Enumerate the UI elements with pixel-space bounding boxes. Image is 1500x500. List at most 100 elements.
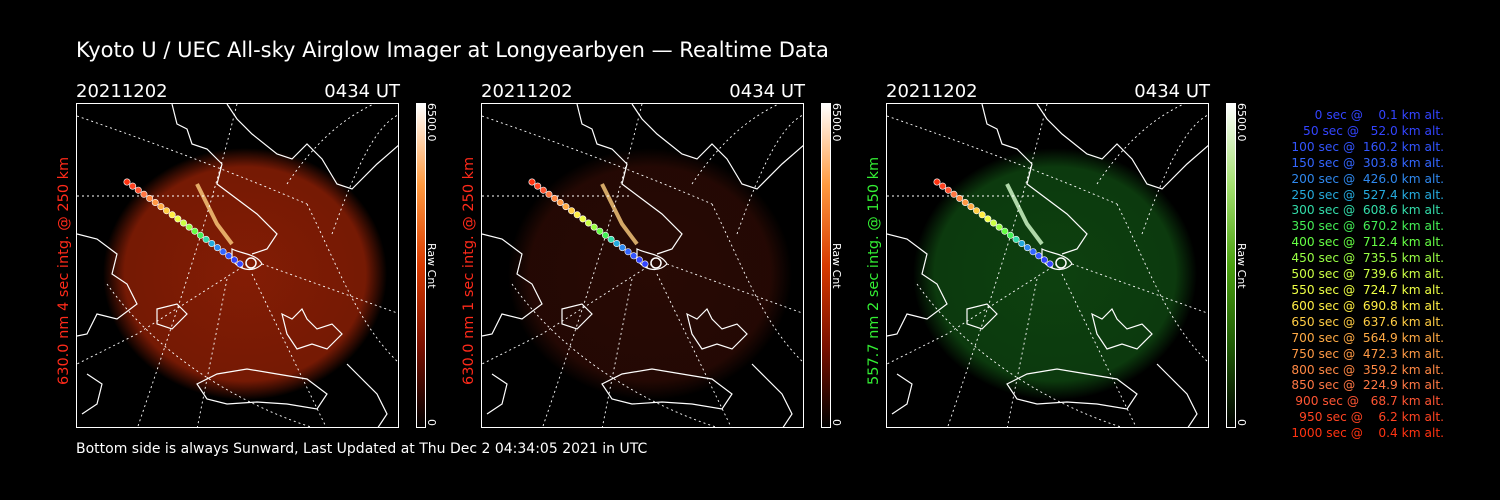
panel-2-time: 0434 UT [729, 81, 805, 102]
panel-3-allsky-image [886, 103, 1209, 428]
panel-1-colorbar-min: 0 [425, 419, 438, 426]
trajectory-point [995, 223, 1003, 231]
panel-3-colorbar-max: 6500.0 [1235, 103, 1248, 142]
trajectory-point [1012, 235, 1020, 243]
trajectory-point [180, 219, 188, 227]
legend-row: 650 sec @ 637.6 km alt. [1287, 314, 1444, 329]
trajectory-point [225, 252, 233, 260]
legend-row: 100 sec @ 160.2 km alt. [1287, 139, 1444, 154]
legend-row: 900 sec @ 68.7 km alt. [1291, 394, 1444, 409]
map-drawing [887, 104, 1208, 427]
trajectory-point [950, 190, 958, 198]
trajectory-point [146, 194, 154, 202]
panel-3-time: 0434 UT [1134, 81, 1210, 102]
panel-2-side-label: 630.0 nm 1 sec intg. @ 250 km [461, 156, 477, 385]
legend-row: 200 sec @ 426.0 km alt. [1287, 171, 1444, 186]
panel-1-time: 0434 UT [324, 81, 400, 102]
trajectory-point [601, 231, 609, 239]
legend-row: 50 sec @ 52.0 km alt. [1295, 123, 1444, 138]
legend-row: 0 sec @ 0.1 km alt. [1303, 108, 1444, 122]
legend-row: 150 sec @ 303.8 km alt. [1287, 155, 1444, 170]
panel-1-colorbar-unit: Raw Cnt [425, 243, 438, 289]
trajectory-point [568, 207, 576, 215]
page-title: Kyoto U / UEC All-sky Airglow Imager at … [76, 38, 829, 62]
trajectory-legend: 0 sec @ 0.1 km alt. 50 sec @ 52.0 km alt… [1262, 108, 1444, 442]
trajectory-point [134, 186, 142, 194]
panel-3-side-label: 557.7 nm 2 sec intg. @ 150 km [866, 156, 882, 385]
trajectory-point [213, 244, 221, 252]
panel-1-colorbar-max: 6500.0 [425, 103, 438, 142]
legend-row: 750 sec @ 472.3 km alt. [1287, 346, 1444, 361]
legend-row: 550 sec @ 724.7 km alt. [1287, 282, 1444, 297]
trajectory-point [1006, 231, 1014, 239]
trajectory-point [157, 203, 165, 211]
legend-row: 700 sec @ 564.9 km alt. [1287, 330, 1444, 345]
aurora-streak [1005, 183, 1044, 246]
trajectory-point [191, 227, 199, 235]
station-marker [245, 257, 257, 269]
panel-2-allsky-image [481, 103, 804, 428]
panel-3-date: 20211202 [886, 81, 978, 102]
trajectory-point [1029, 248, 1037, 256]
trajectory-point [630, 252, 638, 260]
trajectory-point [140, 190, 148, 198]
trajectory-point [944, 186, 952, 194]
trajectory-point [163, 207, 171, 215]
trajectory-point [534, 182, 542, 190]
panel-3-colorbar-min: 0 [1235, 419, 1248, 426]
panel-1-date: 20211202 [76, 81, 168, 102]
panel-2-date: 20211202 [481, 81, 573, 102]
trajectory-point [528, 178, 536, 186]
legend-row: 800 sec @ 359.2 km alt. [1287, 362, 1444, 377]
legend-row: 1000 sec @ 0.4 km alt. [1291, 426, 1444, 441]
trajectory-point [562, 203, 570, 211]
panel-3-colorbar [1226, 103, 1236, 428]
panel-2-colorbar-unit: Raw Cnt [830, 243, 843, 289]
trajectory-point [573, 211, 581, 219]
trajectory-point [618, 244, 626, 252]
legend-row: 950 sec @ 6.2 km alt. [1295, 410, 1444, 425]
trajectory-point [1023, 244, 1031, 252]
trajectory-point [539, 186, 547, 194]
station-marker [1055, 257, 1067, 269]
trajectory-point [1018, 240, 1026, 248]
airglow-field [103, 148, 387, 400]
trajectory-point [545, 190, 553, 198]
map-drawing [77, 104, 398, 427]
trajectory-point [579, 215, 587, 223]
trajectory-point [635, 256, 643, 264]
map-drawing [482, 104, 803, 427]
trajectory-point [641, 260, 649, 268]
panel-1-side-label: 630.0 nm 4 sec intg. @ 250 km [56, 156, 72, 385]
panel-2-colorbar [821, 103, 831, 428]
trajectory-point [590, 223, 598, 231]
trajectory-point [230, 256, 238, 264]
trajectory-point [129, 182, 137, 190]
trajectory-point [939, 182, 947, 190]
panel-3-colorbar-unit: Raw Cnt [1235, 243, 1248, 289]
trajectory-point [613, 240, 621, 248]
trajectory-point [202, 235, 210, 243]
panel-2-colorbar-max: 6500.0 [830, 103, 843, 142]
aurora-streak [600, 183, 639, 246]
trajectory-point [1035, 252, 1043, 260]
trajectory-point [984, 215, 992, 223]
trajectory-point [123, 178, 131, 186]
legend-row: 350 sec @ 670.2 km alt. [1287, 219, 1444, 234]
trajectory-point [585, 219, 593, 227]
update-footer: Bottom side is always Sunward, Last Upda… [76, 441, 648, 457]
legend-row: 850 sec @ 224.9 km alt. [1287, 378, 1444, 393]
legend-row: 250 sec @ 527.4 km alt. [1287, 187, 1444, 202]
legend-row: 500 sec @ 739.6 km alt. [1287, 267, 1444, 282]
trajectory-point [236, 260, 244, 268]
legend-row: 600 sec @ 690.8 km alt. [1287, 298, 1444, 313]
trajectory-point [196, 231, 204, 239]
legend-row: 300 sec @ 608.6 km alt. [1287, 203, 1444, 218]
trajectory-point [168, 211, 176, 219]
trajectory-point [1040, 256, 1048, 264]
trajectory-point [208, 240, 216, 248]
trajectory-point [973, 207, 981, 215]
trajectory-point [1046, 260, 1054, 268]
trajectory-point [185, 223, 193, 231]
trajectory-point [219, 248, 227, 256]
